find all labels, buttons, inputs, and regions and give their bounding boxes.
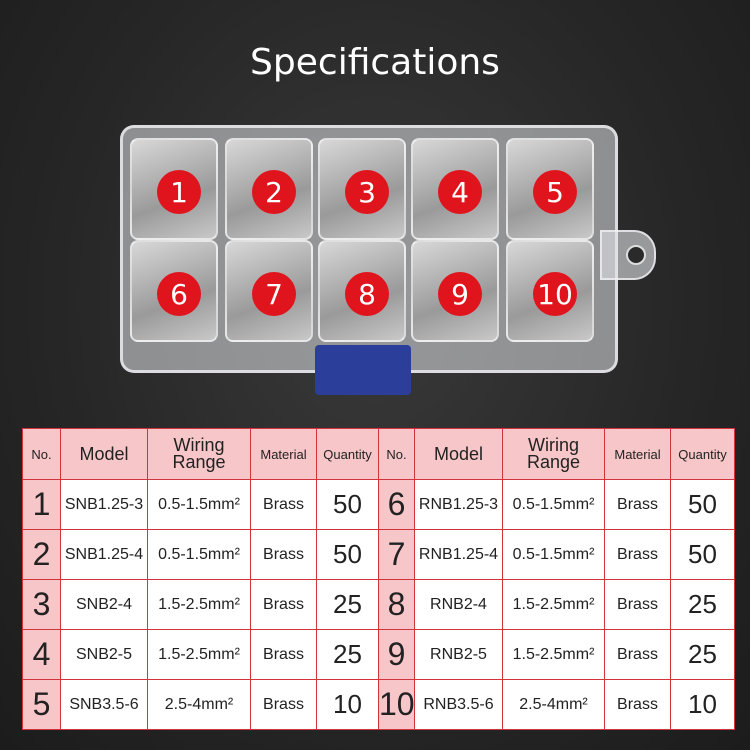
cell-material: Brass bbox=[250, 629, 317, 680]
cell-range: 0.5-1.5mm² bbox=[147, 529, 251, 580]
cell-qty: 10 bbox=[316, 679, 379, 730]
compartment-number-marker: 2 bbox=[252, 170, 296, 214]
header-material: Material bbox=[604, 428, 671, 480]
cell-range: 0.5-1.5mm² bbox=[502, 479, 605, 530]
cell-range: 2.5-4mm² bbox=[147, 679, 251, 730]
box-hang-tab bbox=[600, 230, 656, 280]
cell-material: Brass bbox=[604, 679, 671, 730]
compartment-number-marker: 1 bbox=[157, 170, 201, 214]
cell-material: Brass bbox=[604, 479, 671, 530]
cell-qty: 25 bbox=[670, 579, 735, 630]
cell-range: 1.5-2.5mm² bbox=[502, 579, 605, 630]
cell-model: SNB2-5 bbox=[60, 629, 148, 680]
cell-no: 3 bbox=[22, 579, 61, 630]
cell-no: 10 bbox=[378, 679, 415, 730]
cell-material: Brass bbox=[604, 579, 671, 630]
compartment-number-marker: 8 bbox=[345, 272, 389, 316]
compartment-number-marker: 9 bbox=[438, 272, 482, 316]
cell-range: 1.5-2.5mm² bbox=[147, 579, 251, 630]
cell-model: SNB2-4 bbox=[60, 579, 148, 630]
table-row: 5 SNB3.5-6 2.5-4mm² Brass 10 10 RNB3.5-6 2.5-4m… bbox=[22, 679, 735, 730]
cell-no: 5 bbox=[22, 679, 61, 730]
cell-range: 0.5-1.5mm² bbox=[502, 529, 605, 580]
table-row: 4 SNB2-5 1.5-2.5mm² Brass 25 9 RNB2-5 1.5-2.5mm… bbox=[22, 629, 735, 680]
cell-no: 7 bbox=[378, 529, 415, 580]
compartment-number-marker: 5 bbox=[533, 170, 577, 214]
cell-qty: 50 bbox=[316, 529, 379, 580]
cell-no: 6 bbox=[378, 479, 415, 530]
cell-qty: 25 bbox=[316, 579, 379, 630]
page-title: Specifications bbox=[250, 42, 500, 83]
cell-model: RNB2-5 bbox=[414, 629, 503, 680]
header-model: Model bbox=[414, 428, 503, 480]
cell-model: SNB3.5-6 bbox=[60, 679, 148, 730]
cell-qty: 50 bbox=[670, 529, 735, 580]
header-wiring-range: Wiring Range bbox=[502, 428, 605, 480]
cell-range: 1.5-2.5mm² bbox=[502, 629, 605, 680]
header-quantity: Quantity bbox=[316, 428, 379, 480]
compartment-number-marker: 3 bbox=[345, 170, 389, 214]
spec-table: No. Model Wiring Range Material Quantity … bbox=[22, 428, 735, 730]
cell-no: 1 bbox=[22, 479, 61, 530]
cell-range: 2.5-4mm² bbox=[502, 679, 605, 730]
header-model: Model bbox=[60, 428, 148, 480]
cell-model: SNB1.25-3 bbox=[60, 479, 148, 530]
cell-no: 4 bbox=[22, 629, 61, 680]
header-no: No. bbox=[22, 428, 61, 480]
cell-material: Brass bbox=[604, 529, 671, 580]
cell-range: 0.5-1.5mm² bbox=[147, 479, 251, 530]
cell-model: RNB1.25-3 bbox=[414, 479, 503, 530]
header-wiring-range: Wiring Range bbox=[147, 428, 251, 480]
cell-material: Brass bbox=[250, 529, 317, 580]
cell-range: 1.5-2.5mm² bbox=[147, 629, 251, 680]
cell-qty: 25 bbox=[670, 629, 735, 680]
cell-model: RNB3.5-6 bbox=[414, 679, 503, 730]
header-row: No. Model Wiring Range Material Quantity … bbox=[22, 428, 735, 480]
header-no: No. bbox=[378, 428, 415, 480]
compartment-number-marker: 7 bbox=[252, 272, 296, 316]
table-row: 1 SNB1.25-3 0.5-1.5mm² Brass 50 6 RNB1.25-3 0.5… bbox=[22, 479, 735, 530]
cell-model: SNB1.25-4 bbox=[60, 529, 148, 580]
compartment-number-marker: 10 bbox=[533, 272, 577, 316]
compartment-number-marker: 6 bbox=[157, 272, 201, 316]
cell-qty: 10 bbox=[670, 679, 735, 730]
cell-qty: 25 bbox=[316, 629, 379, 680]
compartment-number-marker: 4 bbox=[438, 170, 482, 214]
header-material: Material bbox=[250, 428, 317, 480]
cell-no: 2 bbox=[22, 529, 61, 580]
box-compartment bbox=[318, 138, 406, 240]
cell-material: Brass bbox=[604, 629, 671, 680]
header-quantity: Quantity bbox=[670, 428, 735, 480]
cell-no: 9 bbox=[378, 629, 415, 680]
table-row: 3 SNB2-4 1.5-2.5mm² Brass 25 8 RNB2-4 1.5-2.5mm… bbox=[22, 579, 735, 630]
box-compartment bbox=[506, 240, 594, 342]
cell-material: Brass bbox=[250, 479, 317, 530]
cell-qty: 50 bbox=[670, 479, 735, 530]
cell-material: Brass bbox=[250, 679, 317, 730]
table-row: 2 SNB1.25-4 0.5-1.5mm² Brass 50 7 RNB1.25-4 0.5… bbox=[22, 529, 735, 580]
cell-model: RNB2-4 bbox=[414, 579, 503, 630]
box-clasp bbox=[315, 345, 411, 395]
cell-qty: 50 bbox=[316, 479, 379, 530]
cell-no: 8 bbox=[378, 579, 415, 630]
cell-material: Brass bbox=[250, 579, 317, 630]
cell-model: RNB1.25-4 bbox=[414, 529, 503, 580]
